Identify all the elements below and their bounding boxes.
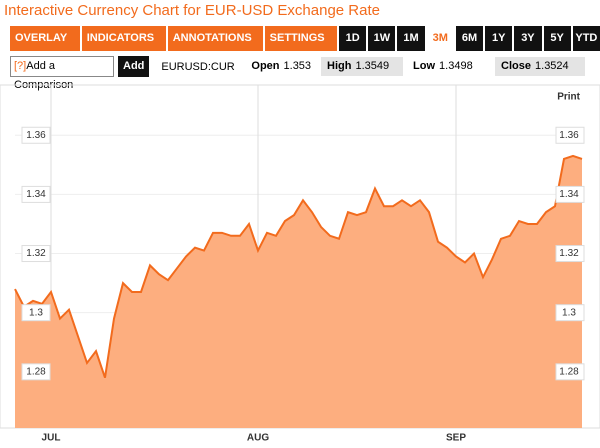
tick-box [555,363,585,381]
chart: Print 1.28 1.28 1.3 1.3 1.32 1.32 1.34 1.34 1.36… [0,84,600,444]
comparison-input[interactable]: [?]Add a Comparison [10,56,114,91]
range-button[interactable]: 6M [455,26,484,51]
quote-field: High 1.3549 [321,57,404,76]
menu[interactable]: ANNOTATIONS [167,26,263,51]
help[interactable]: [?] [14,60,27,72]
y-tick-label: 1.32 [559,248,579,259]
field-value: 1.353 [283,60,312,72]
y-tick-label: 1.28 [26,366,46,377]
field-value: 1.3549 [355,60,390,72]
field-label: Open [251,60,280,72]
page-title: Interactive Currency Chart for EUR-USD E… [4,2,380,19]
y-tick-label: 1.28 [559,366,579,377]
range-button[interactable]: 1W [368,26,396,51]
y-tick-label: 1.34 [559,189,579,200]
menu[interactable]: SETTINGS [264,26,337,51]
tick-box [21,185,51,203]
y-tick-label: 1.36 [559,130,579,141]
line [14,154,583,379]
menu[interactable]: OVERLAY [10,26,80,51]
x-tick-label: JUL [42,433,61,444]
tick-box [555,185,585,203]
field-label: Close [501,60,532,72]
range-button[interactable]: YTD [572,26,600,51]
field-label: High [327,60,352,72]
y-tick-label: 1.34 [26,189,46,200]
quote-field: Close 1.3524 [495,57,586,76]
add-button[interactable]: Add [118,56,150,77]
range-button[interactable]: 1Y [485,26,513,51]
tick-box [21,245,51,263]
range-button[interactable]: 3Y [514,26,542,51]
toolbar: OVERLAY INDICATORS ANNOTATIONS SETTINGS … [10,26,600,51]
range-button[interactable]: 1M [397,26,425,51]
tick-box [21,126,51,144]
x-tick-label: AUG [247,433,269,444]
tick-box [21,363,51,381]
tick-box [21,304,51,322]
y-tick-label: 1.3 [29,307,43,318]
y-tick-label: 1.3 [562,307,576,318]
x-tick-label: SEP [446,433,466,444]
range-button[interactable]: 5Y [543,26,571,51]
field-label: Low [413,60,436,72]
range-button[interactable]: 1D [339,26,367,51]
field-value: 1.3524 [535,60,569,72]
menu[interactable]: INDICATORS [81,26,166,51]
tick-box [555,245,585,263]
tick-box [555,126,585,144]
quote-field: Open 1.353 [245,57,317,76]
field-value: 1.3498 [439,60,473,72]
quote-bar: [?]Add a Comparison Add EURUSD:CUR Open 1… [10,56,589,91]
area [15,155,582,428]
y-tick-label: 1.32 [26,248,46,259]
symbol: EURUSD:CUR [161,60,235,73]
range-button[interactable]: 3M [426,26,454,51]
quote-field: Low 1.3498 [407,57,491,76]
tick-box [555,304,585,322]
y-tick-label: 1.36 [26,130,46,141]
print-button[interactable]: Print [557,92,580,103]
